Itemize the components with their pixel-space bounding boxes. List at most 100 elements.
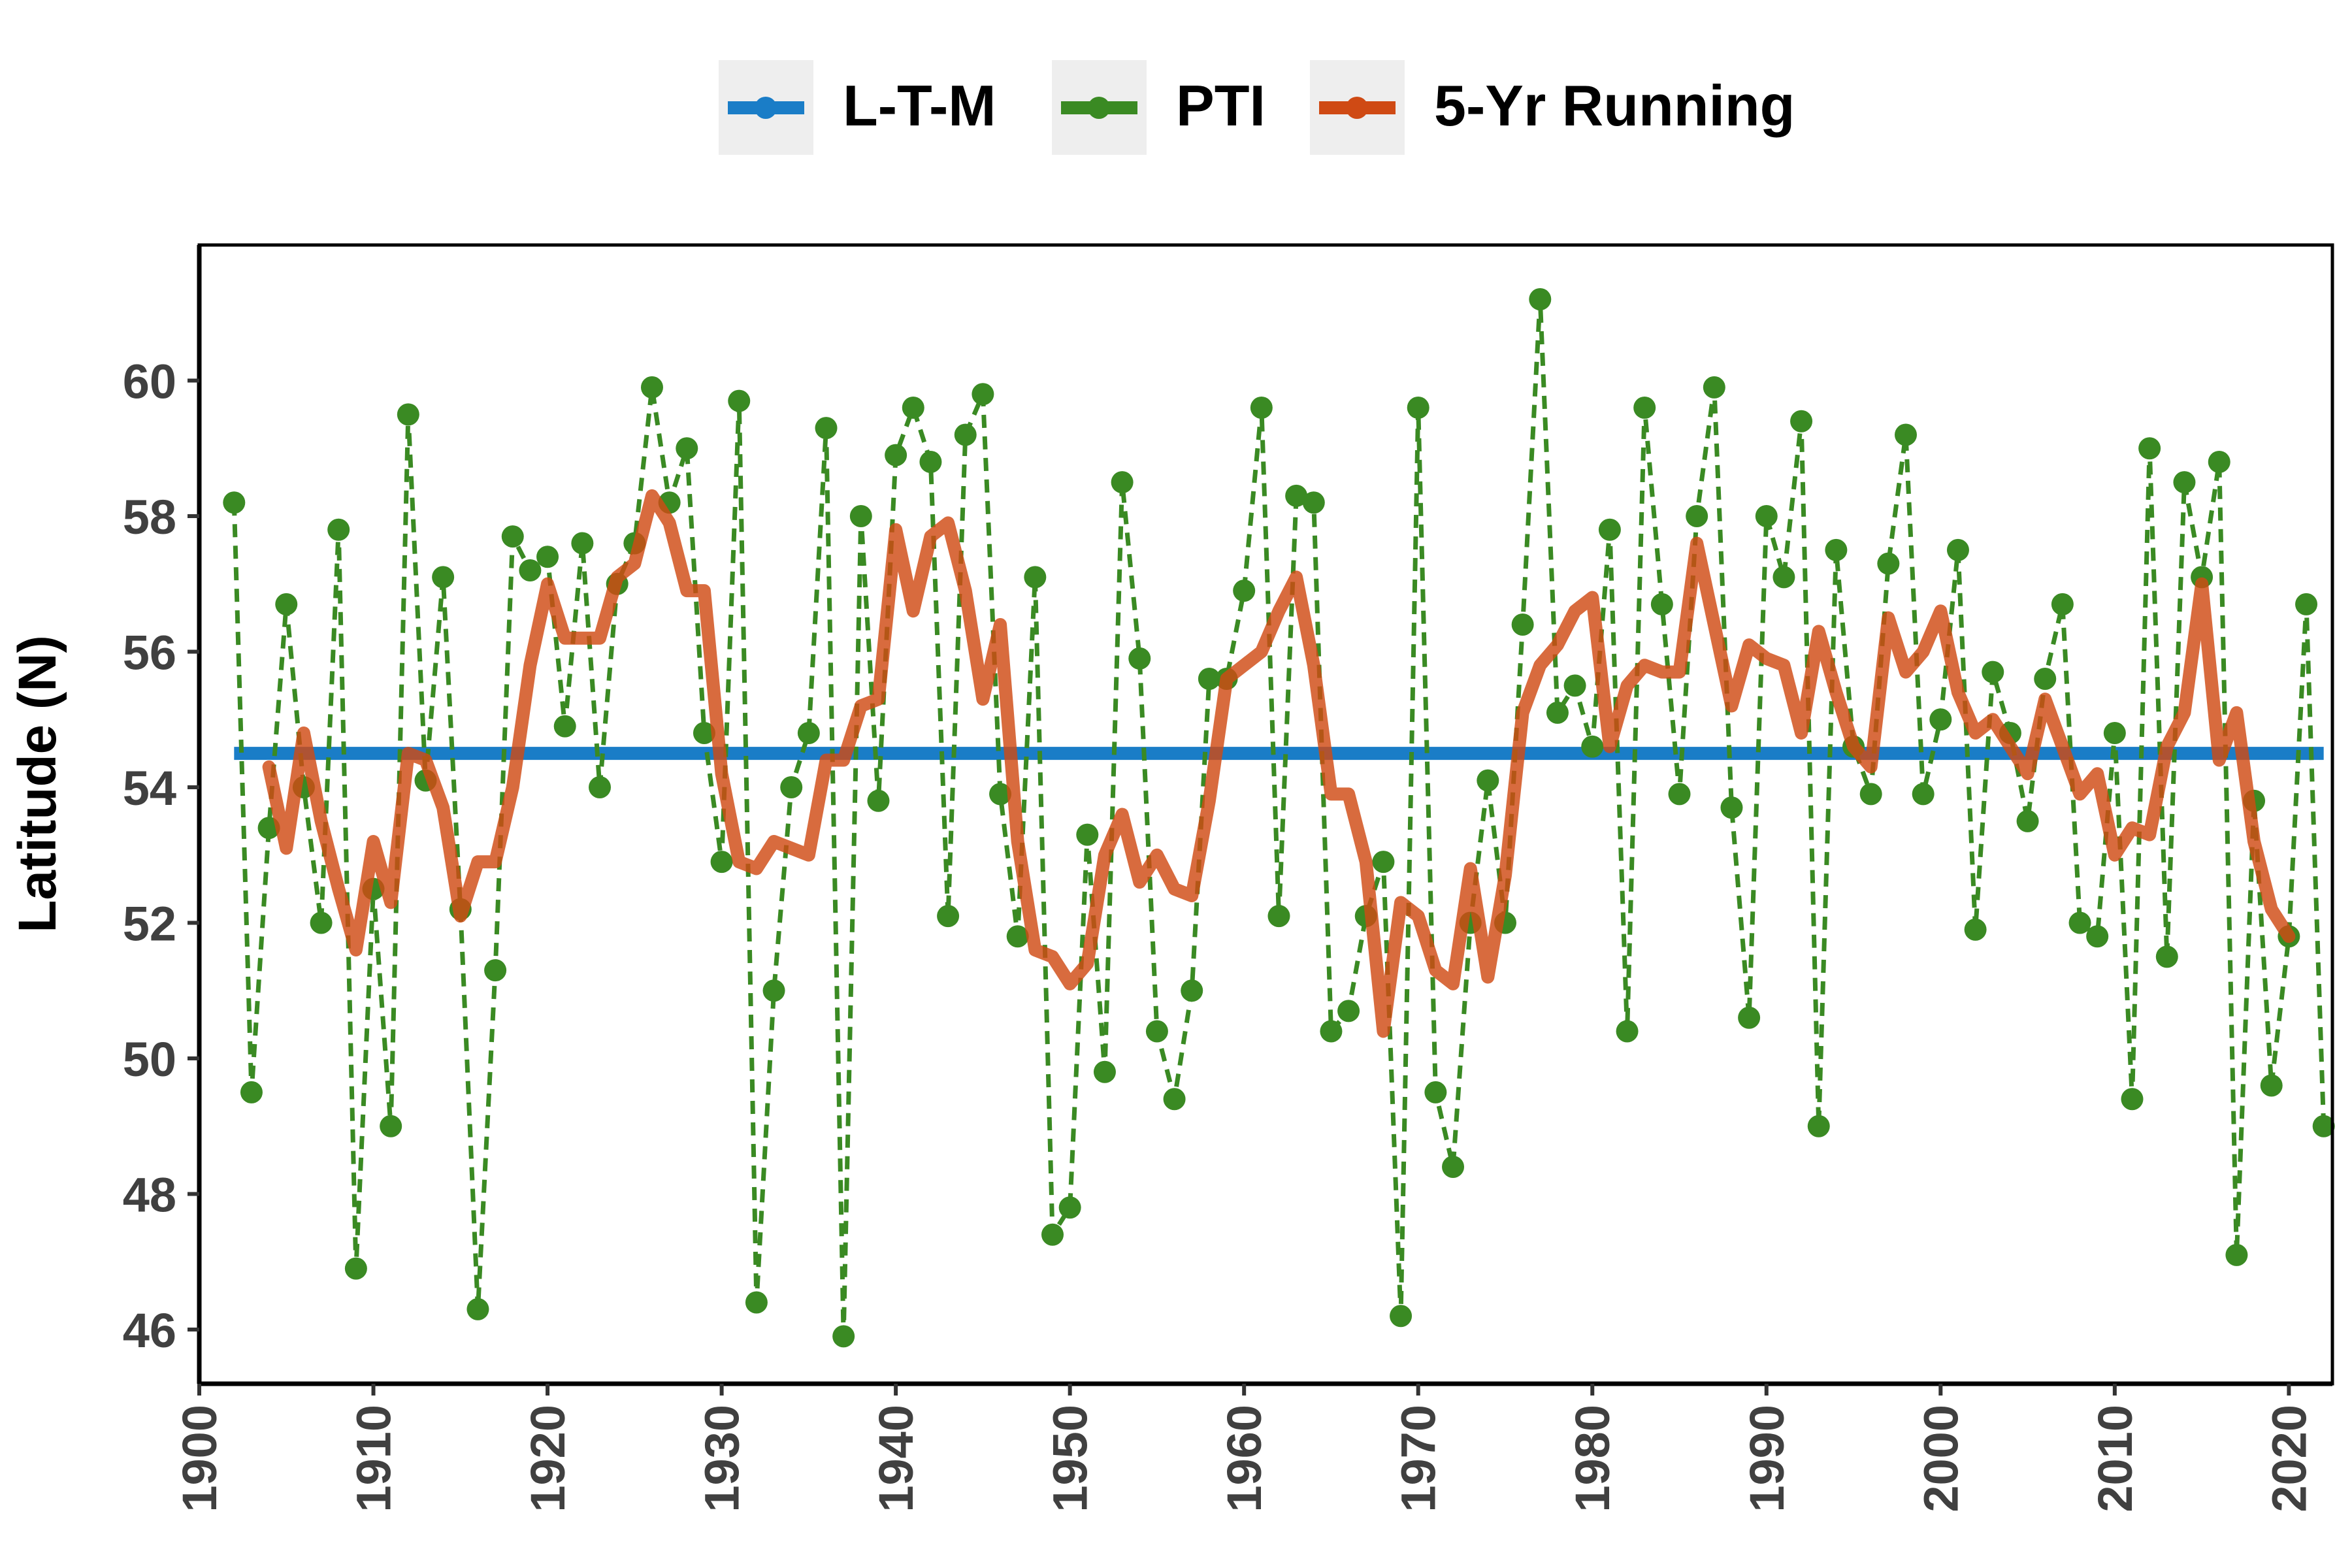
pti-point <box>1320 1020 1343 1043</box>
running-line <box>262 489 2296 1038</box>
legend-item-running: 5-Yr Running <box>1310 60 1795 155</box>
pti-point <box>1302 491 1325 514</box>
y-tick-label: 48 <box>123 1168 176 1222</box>
pti-point <box>1546 701 1569 724</box>
y-tick-label: 50 <box>123 1032 176 1086</box>
pti-point <box>693 722 715 744</box>
pti-point <box>972 383 994 406</box>
pti-point <box>1372 851 1395 874</box>
pti-point <box>519 559 542 581</box>
legend-label-ltm: L-T-M <box>843 73 996 138</box>
pti-point <box>1477 769 1499 792</box>
pti-point <box>1233 580 1256 602</box>
x-tick-label: 2010 <box>2088 1405 2142 1512</box>
pti-point <box>466 1298 489 1320</box>
y-tick-label: 46 <box>123 1303 176 1358</box>
pti-point <box>1511 613 1534 636</box>
x-tick-label: 1930 <box>695 1405 749 1512</box>
pti-point <box>832 1325 855 1348</box>
pti-point <box>1163 1088 1186 1111</box>
pti-point <box>327 518 350 541</box>
pti-point <box>2034 668 2057 690</box>
pti-point <box>2138 437 2161 460</box>
pti-point <box>1128 647 1151 670</box>
pti-point <box>1703 376 1725 399</box>
pti-point <box>1198 668 1220 690</box>
x-tick-label: 2020 <box>2262 1405 2316 1512</box>
pti-point <box>2155 945 2178 968</box>
pti-point <box>1738 1006 1761 1029</box>
pti-point <box>797 722 820 744</box>
plot-background <box>199 245 2332 1384</box>
pti-point <box>553 715 576 738</box>
pti-point <box>589 776 612 798</box>
pti-point <box>1668 783 1691 806</box>
pti-point <box>745 1291 768 1314</box>
x-tick-label: 1990 <box>1740 1405 1794 1512</box>
pti-point <box>1929 708 1952 731</box>
legend-marker-pti <box>1088 97 1110 119</box>
pti-point <box>2208 451 2230 473</box>
pti-point <box>2295 593 2318 615</box>
pti-point <box>902 397 924 419</box>
pti-point <box>2121 1088 2144 1111</box>
pti-point <box>1267 905 1290 928</box>
pti-point <box>310 911 333 934</box>
pti-point <box>867 789 890 812</box>
x-axis: 1900 1910 1920 1930 1940 1950 1960 1970 1980 1990… <box>172 1381 2332 1512</box>
y-tick-label: 58 <box>123 490 176 544</box>
pti-point <box>1912 783 1935 806</box>
pti-point <box>1686 505 1708 527</box>
pti-point <box>1145 1020 1168 1043</box>
y-axis-label: Latitude (N) <box>8 635 67 932</box>
pti-point <box>1093 1060 1116 1083</box>
pti-point <box>240 1081 263 1103</box>
legend-item-ltm: L-T-M <box>719 60 996 155</box>
pti-point <box>1720 796 1743 819</box>
pti-point <box>2312 1115 2335 1137</box>
pti-point <box>954 423 977 446</box>
pti-point <box>1598 518 1621 541</box>
x-tick-label: 1960 <box>1217 1405 1271 1512</box>
pti-point <box>1877 552 1900 575</box>
pti-point <box>432 566 455 589</box>
pti-point <box>1285 484 1308 507</box>
pti-point <box>2016 809 2039 832</box>
legend-marker-ltm <box>755 97 777 119</box>
pti-point <box>1946 538 1969 561</box>
pti-point <box>1250 397 1273 419</box>
pti-point <box>1859 783 1882 806</box>
pti-point <box>380 1115 402 1137</box>
legend: L-T-M PTI 5-Yr Running <box>719 60 1795 155</box>
legend-item-pti: PTI <box>1052 60 1266 155</box>
pti-point <box>1390 1305 1413 1328</box>
x-tick-label: 1900 <box>172 1405 227 1512</box>
pti-point <box>849 505 872 527</box>
legend-label-running: 5-Yr Running <box>1434 73 1795 138</box>
pti-point <box>1563 674 1586 697</box>
pti-point <box>1407 397 1429 419</box>
pti-point <box>1825 538 1848 561</box>
pti-point <box>728 389 751 412</box>
pti-point <box>1424 1081 1447 1103</box>
pti-point <box>762 979 785 1002</box>
pti-point <box>640 376 663 399</box>
pti-point <box>1616 1020 1639 1043</box>
pti-point <box>1755 505 1778 527</box>
y-tick-label: 60 <box>123 355 176 409</box>
pti-point <box>1076 823 1099 846</box>
pti-point <box>2086 925 2109 948</box>
pti-point <box>676 437 698 460</box>
pti-point <box>937 905 960 928</box>
legend-marker-running <box>1346 97 1368 119</box>
pti-point <box>1807 1115 1830 1137</box>
pti-point <box>1181 979 1203 1002</box>
pti-point <box>1790 410 1813 433</box>
pti-point <box>1041 1223 1064 1246</box>
pti-point <box>1650 593 1673 615</box>
pti-point <box>1895 423 1917 446</box>
pti-point <box>1529 288 1552 310</box>
y-tick-label: 52 <box>123 897 176 951</box>
pti-point <box>1442 1156 1465 1178</box>
